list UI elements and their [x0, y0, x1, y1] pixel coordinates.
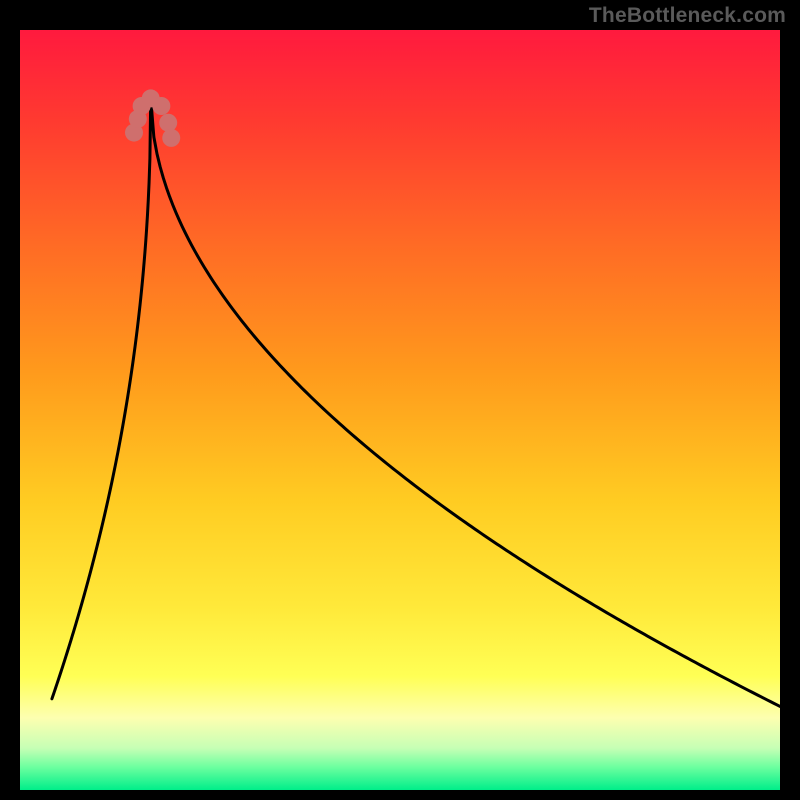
data-marker	[152, 97, 170, 115]
data-marker	[159, 114, 177, 132]
chart-frame: TheBottleneck.com	[0, 0, 800, 800]
watermark-text: TheBottleneck.com	[589, 4, 786, 28]
data-marker	[162, 129, 180, 147]
chart-svg	[20, 30, 780, 790]
chart-plot-area	[20, 30, 780, 790]
chart-background	[20, 30, 780, 790]
